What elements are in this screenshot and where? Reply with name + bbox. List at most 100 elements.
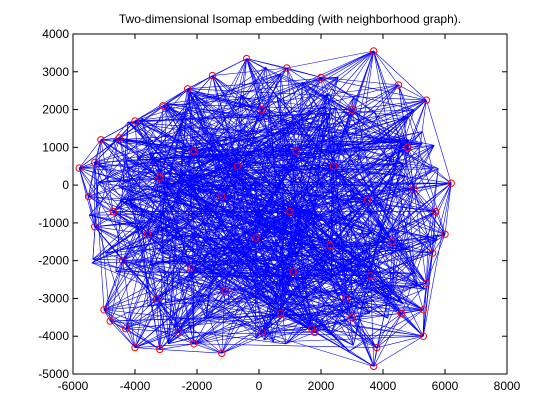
graph-edge: [289, 199, 368, 212]
graph-edge: [256, 113, 330, 292]
graph-edge: [110, 320, 286, 345]
graph-edge: [177, 50, 374, 191]
graph-edge: [239, 167, 354, 346]
graph-edge: [127, 200, 216, 268]
data-point: [190, 340, 198, 348]
graph-edge: [330, 283, 418, 335]
graph-edge: [327, 93, 361, 267]
graph-edge: [125, 160, 393, 209]
graph-edge: [302, 82, 452, 184]
graph-edge: [187, 73, 281, 171]
graph-edge: [113, 67, 288, 212]
graph-edge: [128, 121, 423, 144]
data-point: [75, 164, 83, 172]
graph-edge: [280, 147, 409, 314]
graph-edge: [255, 272, 285, 339]
graph-edge: [127, 95, 277, 201]
graph-edge: [103, 309, 315, 333]
axes-box: [72, 33, 508, 375]
graph-edge: [255, 283, 427, 339]
graph-edge: [88, 137, 120, 197]
graph-edge: [205, 299, 389, 318]
graph-edge: [105, 213, 316, 254]
graph-edge: [254, 181, 274, 343]
graph-edge: [353, 97, 395, 294]
data-point: [218, 349, 226, 357]
data-point: [283, 64, 291, 72]
graph-edge: [119, 137, 446, 235]
graph-edge: [178, 181, 438, 240]
graph-edge: [126, 122, 129, 168]
graph-edge: [241, 139, 324, 272]
data-point: [286, 207, 294, 216]
graph-edge: [223, 163, 406, 176]
data-point: [441, 230, 449, 238]
data-point: [131, 117, 139, 125]
data-point: [326, 241, 334, 250]
data-point: [97, 136, 105, 144]
graph-edge: [177, 189, 350, 352]
x-tick-label: -2000: [182, 379, 213, 393]
data-point: [277, 309, 285, 318]
data-point: [233, 162, 242, 170]
graph-edge: [134, 88, 188, 122]
graph-edge: [94, 226, 377, 348]
graph-edge: [103, 309, 160, 350]
graph-edge: [193, 343, 377, 348]
graph-edge: [193, 150, 274, 343]
graph-edge: [278, 163, 404, 317]
graph-edge: [136, 73, 281, 158]
graph-edge: [140, 226, 361, 267]
graph-edge: [134, 298, 157, 348]
graph-edge: [257, 293, 315, 333]
graph-edge: [194, 94, 389, 319]
graph-edge: [241, 94, 436, 212]
graph-edge: [241, 109, 270, 140]
graph-edge: [427, 168, 439, 238]
y-tick-label: 2000: [42, 103, 69, 117]
data-point: [419, 306, 427, 314]
graph-edge: [178, 268, 192, 333]
graph-edge: [254, 181, 257, 339]
graph-edge: [134, 293, 258, 348]
graph-edge: [215, 73, 281, 230]
graph-edge: [413, 188, 436, 212]
graph-edge: [266, 109, 270, 156]
graph-edge: [280, 73, 405, 139]
graph-edge: [237, 58, 247, 167]
graph-edge: [290, 143, 374, 367]
graph-edge: [266, 155, 349, 313]
tick-labels: -6000 -4000 -2000 0 2000 4000 6000 8000 -5000 -40…: [38, 27, 520, 393]
graph-edge: [401, 237, 429, 314]
graph-edge: [162, 182, 438, 240]
graph-edge: [407, 147, 452, 184]
graph-edge: [327, 93, 406, 176]
data-point: [317, 73, 325, 82]
graph-edge: [92, 259, 371, 267]
graph-edge: [97, 167, 127, 183]
graph-edge: [251, 264, 283, 302]
graph-edge: [97, 182, 216, 268]
graph-edge: [139, 226, 169, 344]
graph-edge: [212, 75, 415, 274]
graph-edge: [286, 67, 322, 78]
graph-edge: [255, 143, 423, 339]
graph-edge: [215, 267, 348, 313]
data-point: [106, 317, 114, 325]
graph-edge: [105, 163, 224, 254]
graph-edge: [360, 236, 429, 267]
graph-edge: [97, 182, 159, 252]
graph-edge: [162, 95, 277, 107]
graph-edge: [127, 200, 371, 277]
data-point: [348, 313, 356, 321]
graph-edge: [125, 162, 404, 202]
graph-edge: [323, 50, 374, 127]
graph-edge: [192, 136, 231, 147]
graph-edge: [122, 111, 375, 261]
data-point: [122, 325, 130, 333]
graph-edge: [149, 264, 389, 301]
graph-edge: [373, 50, 415, 274]
graph-edge: [97, 162, 404, 183]
graph-edge: [88, 162, 95, 197]
